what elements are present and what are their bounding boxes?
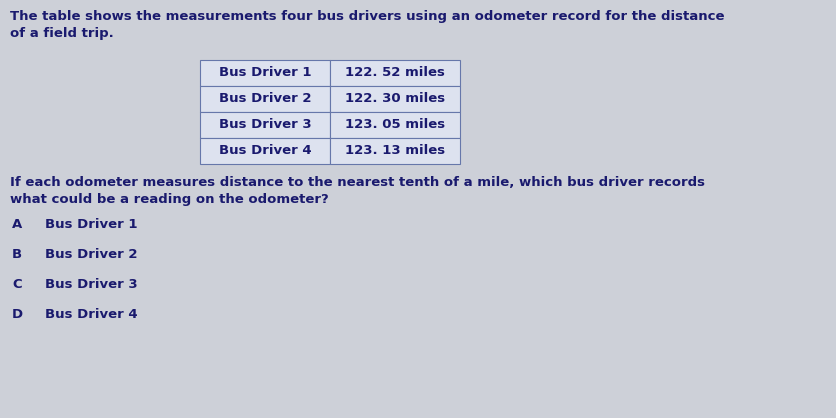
- Text: If each odometer measures distance to the nearest tenth of a mile, which bus dri: If each odometer measures distance to th…: [10, 176, 704, 206]
- Text: Bus Driver 1: Bus Driver 1: [45, 218, 137, 231]
- Text: 123. 13 miles: 123. 13 miles: [344, 145, 445, 158]
- Text: Bus Driver 3: Bus Driver 3: [45, 278, 137, 291]
- Text: D: D: [12, 308, 23, 321]
- Bar: [200, 112, 329, 138]
- Bar: [200, 86, 329, 112]
- Bar: [200, 138, 329, 164]
- Text: C: C: [12, 278, 22, 291]
- Text: Bus Driver 4: Bus Driver 4: [218, 145, 311, 158]
- Bar: [329, 138, 460, 164]
- Bar: [200, 60, 329, 86]
- Text: Bus Driver 2: Bus Driver 2: [218, 92, 311, 105]
- Text: 122. 30 miles: 122. 30 miles: [344, 92, 445, 105]
- Text: The table shows the measurements four bus drivers using an odometer record for t: The table shows the measurements four bu…: [10, 10, 724, 39]
- Bar: [329, 86, 460, 112]
- Text: Bus Driver 3: Bus Driver 3: [218, 118, 311, 132]
- Bar: [329, 112, 460, 138]
- Text: Bus Driver 2: Bus Driver 2: [45, 248, 137, 261]
- Text: A: A: [12, 218, 23, 231]
- Text: B: B: [12, 248, 22, 261]
- Text: Bus Driver 1: Bus Driver 1: [218, 66, 311, 79]
- Text: 123. 05 miles: 123. 05 miles: [344, 118, 445, 132]
- Text: 122. 52 miles: 122. 52 miles: [344, 66, 445, 79]
- Bar: [329, 60, 460, 86]
- Text: Bus Driver 4: Bus Driver 4: [45, 308, 137, 321]
